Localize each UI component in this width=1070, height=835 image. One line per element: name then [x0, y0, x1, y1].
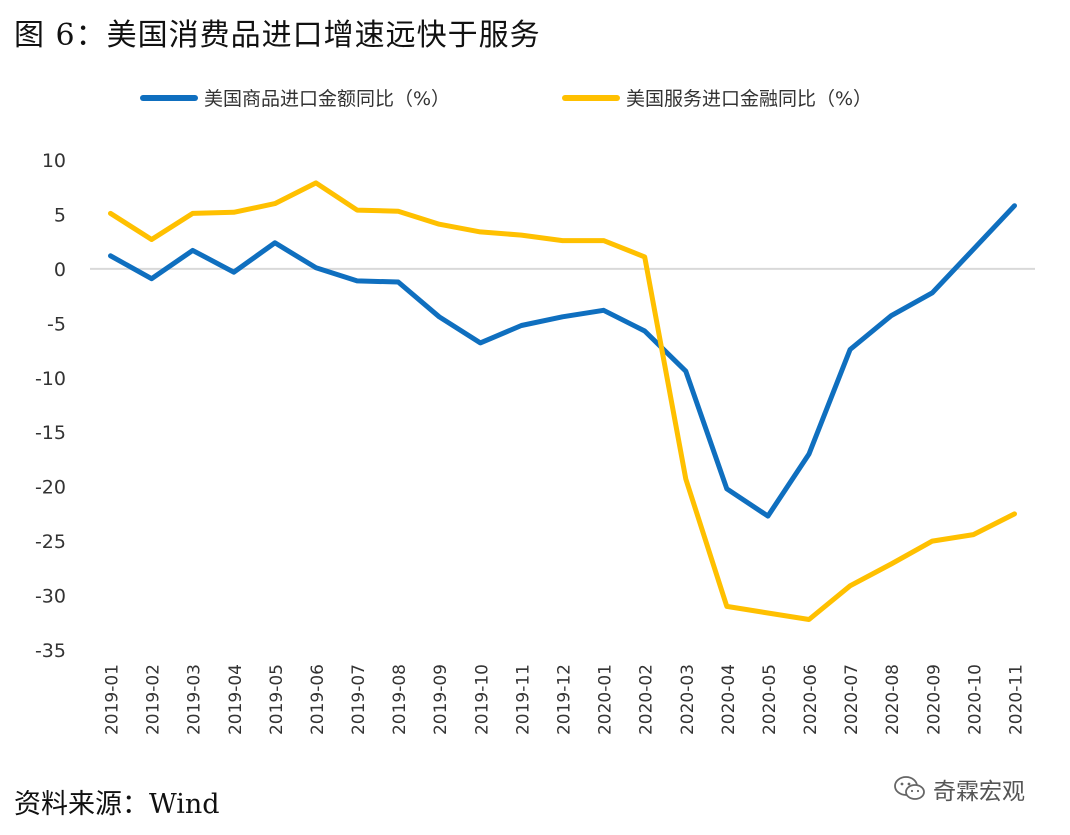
y-tick-label: -35 [35, 640, 66, 662]
x-tick-label: 2020-01 [596, 664, 616, 735]
x-tick-label: 2019-10 [472, 664, 492, 735]
legend-item-goods: 美国商品进口金额同比（%） [140, 84, 450, 111]
x-tick-label: 2019-04 [226, 664, 246, 735]
x-tick-label: 2019-05 [267, 664, 287, 735]
y-tick-label: -20 [35, 477, 66, 499]
y-tick-label: 10 [42, 150, 66, 172]
x-tick-label: 2020-03 [678, 664, 698, 735]
x-tick-label: 2020-04 [719, 664, 739, 735]
source-note: 资料来源：Wind [14, 789, 220, 820]
x-tick-label: 2019-06 [308, 664, 328, 735]
legend-label-goods: 美国商品进口金额同比（%） [204, 88, 451, 110]
legend-label-services: 美国服务进口金融同比（%） [626, 88, 873, 110]
x-tick-label: 2019-03 [185, 664, 205, 735]
x-tick-label: 2020-11 [1006, 664, 1026, 735]
x-tick-label: 2019-02 [144, 664, 164, 735]
x-tick-label: 2020-05 [760, 664, 780, 735]
watermark-text: 奇霖宏观 [933, 779, 1025, 805]
y-tick-label: -15 [35, 422, 66, 444]
x-tick-label: 2019-12 [555, 664, 575, 735]
x-tick-label: 2020-09 [924, 664, 944, 735]
y-tick-label: 5 [54, 204, 66, 226]
y-tick-label: 0 [54, 259, 66, 281]
legend-swatch-goods [140, 94, 198, 101]
x-tick-label: 2019-01 [103, 664, 123, 735]
x-tick-label: 2019-08 [390, 664, 410, 735]
y-tick-label: -5 [47, 313, 66, 335]
legend-swatch-services [562, 94, 620, 101]
x-tick-label: 2020-06 [801, 664, 821, 735]
y-tick-label: -25 [35, 531, 66, 553]
legend: 美国商品进口金额同比（%） 美国服务进口金融同比（%） [0, 84, 1070, 114]
series-line-services [108, 180, 1017, 622]
legend-item-services: 美国服务进口金融同比（%） [562, 84, 872, 111]
y-tick-label: -30 [35, 586, 66, 608]
x-tick-label: 2020-07 [842, 664, 862, 735]
series-line-goods [108, 203, 1017, 519]
x-tick-label: 2020-08 [883, 664, 903, 735]
chart-title: 图 6：美国消费品进口增速远快于服务 [14, 18, 541, 53]
watermark: 奇霖宏观 [893, 772, 1025, 806]
wechat-bubbles-icon [894, 776, 925, 800]
x-tick-label: 2020-10 [965, 664, 985, 735]
x-tick-label: 2020-02 [637, 664, 657, 735]
y-tick-label: -10 [35, 368, 66, 390]
x-tick-label: 2019-11 [513, 664, 533, 735]
x-tick-label: 2019-09 [431, 664, 451, 735]
x-tick-label: 2019-07 [349, 664, 369, 735]
